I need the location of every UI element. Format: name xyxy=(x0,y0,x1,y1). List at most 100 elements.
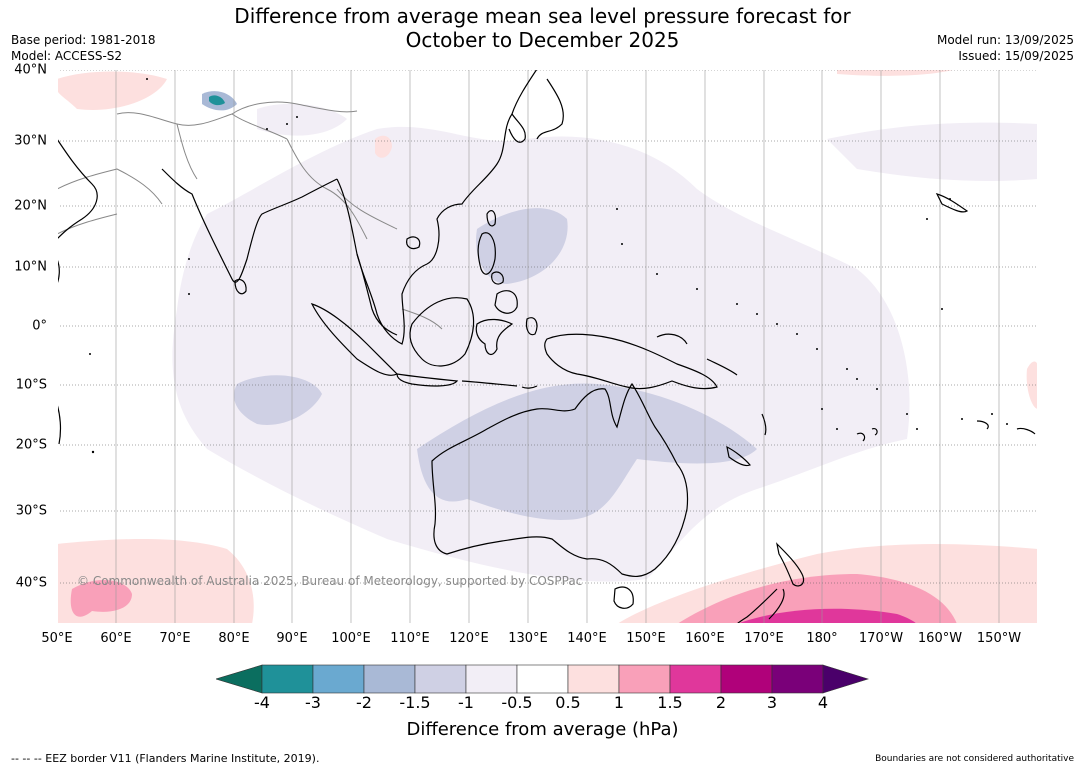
base-period-text: Base period: 1981-2018 xyxy=(11,33,156,47)
coastline-hawaii xyxy=(935,193,969,213)
coastlines xyxy=(57,69,1036,624)
lat-label-20s: 20°S xyxy=(15,437,47,453)
lat-label-20n: 20°N xyxy=(14,198,47,214)
coastline-japan xyxy=(536,78,564,140)
lon-label-70e: 70°E xyxy=(159,631,191,646)
lat-label-0: 0° xyxy=(32,318,47,334)
coastline-moluccas xyxy=(525,317,538,336)
map-frame xyxy=(57,69,1038,624)
coastline-nz-north xyxy=(776,542,805,587)
island-dots xyxy=(89,78,1008,454)
title-line-2: October to December 2025 xyxy=(405,28,680,52)
lat-label-30s: 30°S xyxy=(15,503,47,519)
colorbar-bin xyxy=(771,664,824,694)
anomaly-region-strongest-negative xyxy=(209,95,225,106)
colorbar-tick: 1.5 xyxy=(657,693,683,712)
coastline-arabia xyxy=(57,138,98,240)
coastline-bismarck xyxy=(656,333,738,376)
anomaly-region-mid-negative-2 xyxy=(233,375,322,425)
coastline-fiji xyxy=(856,428,878,442)
lon-label-160w: 160°W xyxy=(917,631,963,646)
lon-label-80e: 80°E xyxy=(218,631,250,646)
copyright-text: © Commonwealth of Australia 2025, Bureau… xyxy=(77,574,583,588)
anomaly-region-light-negative xyxy=(172,126,910,582)
anomaly-region-light-positive-n xyxy=(837,69,957,76)
issued-text: Issued: 15/09/2025 xyxy=(958,49,1074,63)
lon-label-110e: 110°E xyxy=(390,631,430,646)
coastline-sulawesi xyxy=(475,318,514,356)
colorbar-bin xyxy=(516,664,569,694)
colorbar-tick: -2 xyxy=(356,693,372,712)
coastline-new-caledonia xyxy=(726,445,751,467)
coastline-malay-peninsula xyxy=(356,253,398,336)
lon-label-160e: 160°E xyxy=(685,631,725,646)
colorbar-bin xyxy=(669,664,722,694)
coastline-new-guinea xyxy=(544,333,718,390)
coastline-nusa xyxy=(461,380,538,389)
lon-label-90e: 90°E xyxy=(276,631,308,646)
colorbar-under-arrow xyxy=(216,664,263,694)
lon-label-170w: 170°W xyxy=(858,631,904,646)
colorbar-tick: -3 xyxy=(305,693,321,712)
lon-label-100e: 100°E xyxy=(331,631,371,646)
colorbar-tick: 3 xyxy=(766,693,778,712)
colorbar-tick: -0.5 xyxy=(501,693,533,712)
colorbar-tick: 1 xyxy=(613,693,625,712)
colorbar-tick: -4 xyxy=(254,693,270,712)
coastline-se-asia xyxy=(336,69,538,345)
lon-label-150e: 150°E xyxy=(626,631,666,646)
lon-label-50e: 50°E xyxy=(41,631,73,646)
anomaly-region-light-negative-2 xyxy=(257,103,347,136)
coastline-sri-lanka xyxy=(234,278,247,295)
meta-right: Model run: 13/09/2025 Issued: 15/09/2025 xyxy=(937,32,1074,64)
coastline-mindanao xyxy=(494,290,518,314)
meta-left: Base period: 1981-2018 Model: ACCESS-S2 xyxy=(11,32,156,64)
lon-label-60e: 60°E xyxy=(100,631,132,646)
lon-label-150w: 150°W xyxy=(976,631,1022,646)
colorbar-bin xyxy=(414,664,467,694)
country-borders xyxy=(57,101,443,330)
colorbar-tick: 0.5 xyxy=(555,693,581,712)
lat-label-30n: 30°N xyxy=(14,133,47,149)
model-run-text: Model run: 13/09/2025 xyxy=(936,33,1074,47)
colorbar-tick: 4 xyxy=(817,693,829,712)
colorbar-bin xyxy=(363,664,416,694)
colorbar xyxy=(216,664,870,694)
coastline-hainan xyxy=(406,236,421,250)
colorbar-tick: -1 xyxy=(458,693,474,712)
coastline-java xyxy=(396,373,459,387)
coastline-korea xyxy=(508,113,526,143)
colorbar-bins xyxy=(261,664,824,694)
title-line-1: Difference from average mean sea level p… xyxy=(234,4,851,28)
lat-label-10s: 10°S xyxy=(15,377,47,393)
model-text: Model: ACCESS-S2 xyxy=(11,49,123,63)
coastline-taiwan xyxy=(486,210,496,227)
lat-label-40s: 40°S xyxy=(15,575,47,591)
colorbar-over-arrow xyxy=(822,664,870,694)
coastline-australia xyxy=(431,382,689,577)
anomaly-fields xyxy=(57,69,1038,624)
colorbar-bin xyxy=(312,664,365,694)
coastline-india xyxy=(161,168,338,283)
forecast-map xyxy=(57,69,1038,624)
coastline-borneo xyxy=(409,297,475,367)
lon-label-120e: 120°E xyxy=(449,631,489,646)
colorbar-bin xyxy=(567,664,620,694)
coastline-vanuatu xyxy=(761,413,767,436)
eez-note: -- -- -- EEZ border V11 (Flanders Marine… xyxy=(11,752,320,765)
lon-label-170e: 170°E xyxy=(744,631,784,646)
coastline-luzon xyxy=(477,232,496,275)
colorbar-label: Difference from average (hPa) xyxy=(406,719,679,740)
colorbar-bin xyxy=(261,664,314,694)
lat-label-40n: 40°N xyxy=(14,62,47,78)
colorbar-tick: -1.5 xyxy=(399,693,431,712)
lon-label-180: 180° xyxy=(806,631,838,646)
lon-label-130e: 130°E xyxy=(508,631,548,646)
anomaly-region-mid-positive-sw xyxy=(70,579,132,617)
colorbar-tick: 2 xyxy=(715,693,727,712)
lon-label-140e: 140°E xyxy=(567,631,607,646)
anomaly-region-strong-positive-se xyxy=(737,608,917,624)
anomaly-region-light-positive-nw xyxy=(57,71,167,110)
colorbar-bin xyxy=(465,664,518,694)
map-title: Difference from average mean sea level p… xyxy=(0,4,1085,52)
